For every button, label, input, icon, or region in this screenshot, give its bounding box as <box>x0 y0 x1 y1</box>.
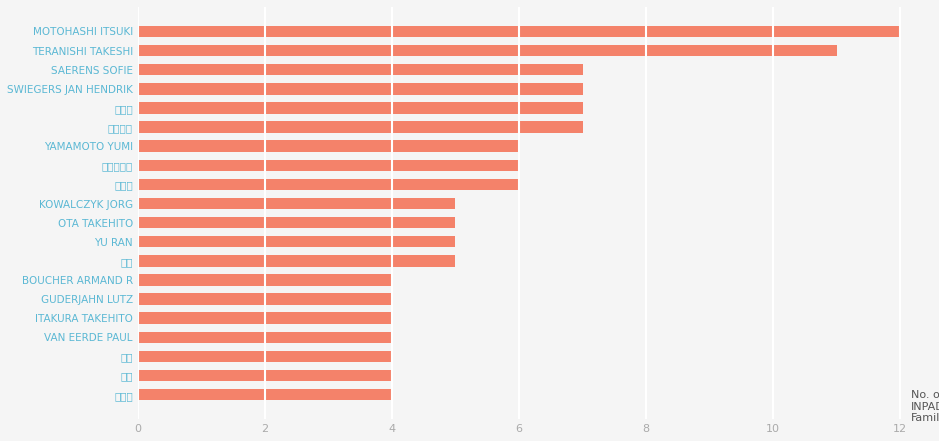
Bar <box>138 179 519 190</box>
Bar <box>138 140 519 152</box>
Bar <box>138 198 455 209</box>
Bar <box>138 370 392 381</box>
Bar <box>138 102 582 114</box>
Bar <box>138 83 582 94</box>
Bar <box>138 26 901 37</box>
Bar <box>138 274 392 286</box>
Bar <box>138 332 392 343</box>
Bar <box>138 236 455 247</box>
Bar <box>138 121 582 133</box>
Bar <box>138 293 392 305</box>
Bar <box>138 45 837 56</box>
Bar <box>138 217 455 228</box>
Bar <box>138 389 392 400</box>
Bar <box>138 255 455 267</box>
Bar <box>138 64 582 75</box>
Text: No. of
INPADOC
Families: No. of INPADOC Families <box>911 390 939 423</box>
Bar <box>138 351 392 362</box>
Bar <box>138 160 519 171</box>
Bar <box>138 313 392 324</box>
